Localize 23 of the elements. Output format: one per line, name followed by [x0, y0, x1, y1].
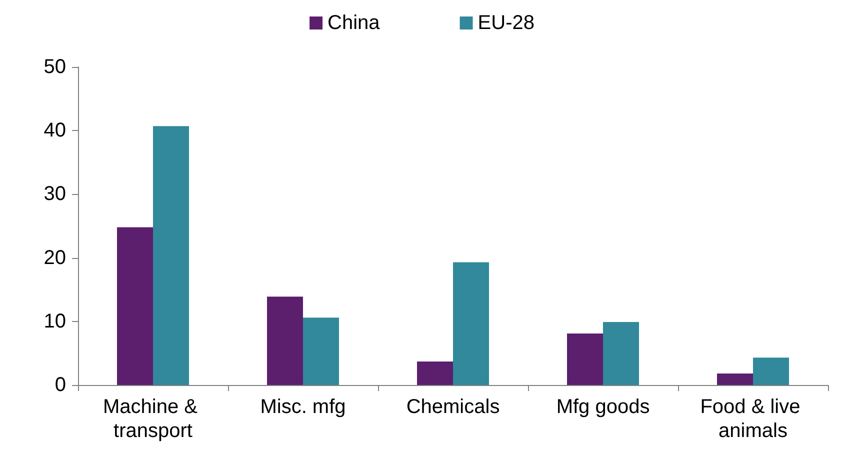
bar: [753, 358, 789, 385]
x-tick-label: Misc. mfg: [260, 396, 346, 418]
bar: [717, 374, 753, 385]
bar: [153, 126, 189, 385]
y-tick-label: 50: [44, 56, 66, 78]
bar: [453, 262, 489, 385]
bar: [567, 333, 603, 385]
y-tick-label: 10: [44, 310, 66, 332]
y-tick-label: 20: [44, 246, 66, 269]
x-tick-label: Chemicals: [406, 396, 500, 418]
y-tick-label: 40: [44, 120, 66, 142]
legend-label: EU-28: [478, 12, 534, 34]
x-tick-label: Machine & transport: [102, 396, 204, 442]
bar: [117, 227, 153, 385]
bar: [267, 296, 303, 385]
legend-label: China: [328, 12, 381, 34]
x-tick-label: Mfg goods: [556, 396, 650, 418]
x-tick-label: Food & live animals: [700, 396, 806, 442]
bar: [303, 318, 339, 385]
bar: [603, 322, 639, 385]
bar: [417, 361, 453, 385]
y-tick-label: 30: [44, 183, 66, 206]
y-tick-label: 0: [54, 374, 66, 396]
